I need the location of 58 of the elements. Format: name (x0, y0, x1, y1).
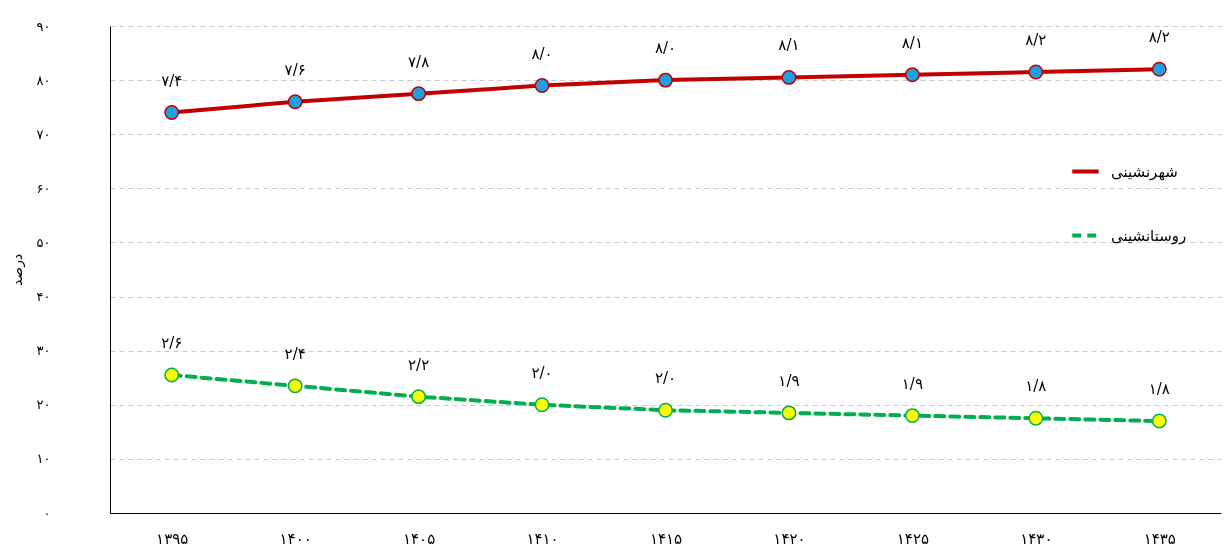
annotation: ۲/۲ (408, 355, 430, 374)
point (1151, 413, 1167, 429)
annotation: ۱/۹ (778, 371, 800, 390)
point (411, 86, 427, 102)
y-tick-label: ۸۰ (36, 72, 51, 88)
point (1028, 410, 1044, 426)
y-tick-label: ۵۰ (36, 234, 51, 250)
annotation: ۲/۶ (161, 334, 183, 353)
annotation: ۸/۱ (778, 36, 800, 55)
point (658, 72, 673, 88)
annotation: ۲/۰ (654, 369, 677, 388)
point (164, 367, 180, 383)
annotation: ۸/۲ (1148, 28, 1170, 47)
point (781, 69, 797, 85)
y-tick-label: ۹۰ (36, 18, 51, 34)
annotation: ۲/۰ (531, 363, 553, 382)
x-tick-label: ۱۴۰۰ (279, 529, 312, 548)
y-axis-title: درصد (8, 253, 26, 287)
point (1028, 64, 1044, 80)
annotation: ۱/۸ (1025, 377, 1047, 396)
x-tick-label: ۱۴۳۰ (1020, 529, 1053, 548)
annotation: ۱/۹ (901, 374, 923, 393)
y-tick-label: ۱۰ (36, 451, 51, 467)
y-tick-label: ۰ (43, 505, 51, 521)
x-tick-label: ۱۴۱۵ (649, 529, 683, 548)
annotation: ۸/۰ (654, 39, 677, 58)
annotation: ۷/۴ (161, 71, 183, 90)
x-tick-label: ۱۴۲۵ (896, 529, 930, 548)
point (287, 94, 303, 110)
annotation: ۲/۴ (284, 344, 306, 363)
point (287, 378, 303, 394)
point (534, 397, 550, 413)
annotation: ۸/۰ (531, 44, 553, 63)
y-tick-label: ۲۰ (36, 397, 51, 413)
x-tick-label: ۱۴۳۵ (1143, 529, 1176, 548)
legend-label: روستانشینی (1111, 226, 1187, 245)
point (411, 389, 427, 405)
annotation: ۷/۶ (284, 60, 306, 79)
x-tick-label: ۱۴۰۵ (402, 529, 436, 548)
y-tick-label: ۴۰ (36, 289, 51, 305)
point (781, 405, 797, 421)
point (904, 67, 920, 83)
annotation: ۱/۸ (1148, 380, 1170, 399)
x-tick-label: ۱۴۲۰ (773, 529, 806, 548)
annotation: ۸/۱ (901, 33, 923, 52)
x-tick-label: ۱۳۹۵ (156, 529, 189, 548)
annotation: ۸/۲ (1025, 30, 1047, 49)
annotation: ۷/۸ (408, 52, 430, 71)
point (164, 105, 180, 121)
point (534, 78, 550, 93)
y-tick-label: ۷۰ (36, 126, 51, 142)
y-tick-label: ۳۰ (36, 343, 51, 359)
x-tick-label: ۱۴۱۰ (526, 529, 559, 548)
y-tick-label: ۶۰ (36, 180, 51, 196)
point (658, 402, 673, 418)
legend-label: شهرنشینی (1111, 162, 1178, 181)
point (904, 408, 920, 424)
point (1151, 61, 1167, 77)
